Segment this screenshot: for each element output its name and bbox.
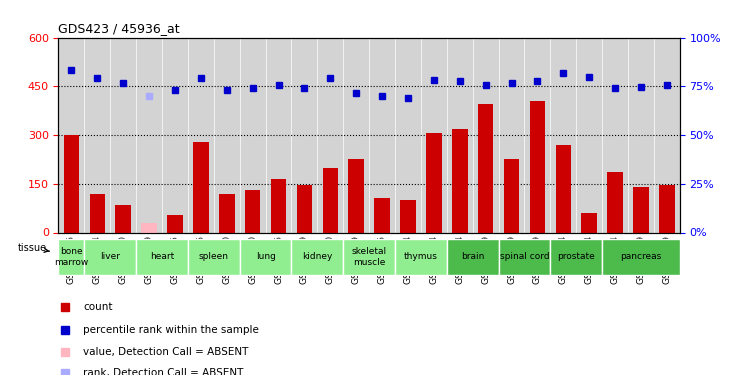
Text: spleen: spleen bbox=[199, 252, 229, 261]
Text: heart: heart bbox=[150, 252, 174, 261]
Text: liver: liver bbox=[100, 252, 121, 261]
Bar bbox=[89, 194, 105, 232]
Bar bbox=[607, 172, 623, 232]
FancyBboxPatch shape bbox=[188, 239, 240, 275]
Bar bbox=[349, 159, 364, 232]
Text: lung: lung bbox=[256, 252, 276, 261]
FancyBboxPatch shape bbox=[240, 239, 292, 275]
Text: pancreas: pancreas bbox=[621, 252, 662, 261]
Bar bbox=[374, 198, 390, 232]
FancyBboxPatch shape bbox=[136, 239, 188, 275]
Text: count: count bbox=[83, 302, 113, 312]
Bar bbox=[141, 223, 157, 232]
FancyBboxPatch shape bbox=[395, 239, 447, 275]
Text: spinal cord: spinal cord bbox=[500, 252, 549, 261]
Text: kidney: kidney bbox=[302, 252, 333, 261]
FancyBboxPatch shape bbox=[344, 239, 395, 275]
Bar bbox=[64, 135, 79, 232]
Bar bbox=[193, 141, 208, 232]
Bar bbox=[167, 214, 183, 232]
Bar bbox=[400, 200, 416, 232]
Text: bone
marrow: bone marrow bbox=[54, 247, 88, 267]
Text: tissue: tissue bbox=[18, 243, 50, 253]
Bar bbox=[478, 104, 493, 232]
Bar bbox=[530, 101, 545, 232]
Text: GDS423 / 45936_at: GDS423 / 45936_at bbox=[58, 22, 180, 35]
Text: percentile rank within the sample: percentile rank within the sample bbox=[83, 325, 260, 334]
Bar bbox=[297, 185, 312, 232]
Bar bbox=[633, 187, 648, 232]
Bar bbox=[245, 190, 260, 232]
FancyBboxPatch shape bbox=[447, 239, 499, 275]
Bar bbox=[581, 213, 597, 232]
Bar bbox=[556, 145, 571, 232]
FancyBboxPatch shape bbox=[602, 239, 680, 275]
FancyBboxPatch shape bbox=[550, 239, 602, 275]
Bar bbox=[659, 185, 675, 232]
FancyBboxPatch shape bbox=[292, 239, 344, 275]
Text: value, Detection Call = ABSENT: value, Detection Call = ABSENT bbox=[83, 347, 249, 357]
Bar bbox=[426, 134, 442, 232]
Text: skeletal
muscle: skeletal muscle bbox=[352, 247, 387, 267]
Text: prostate: prostate bbox=[558, 252, 595, 261]
Bar bbox=[452, 129, 468, 232]
Text: rank, Detection Call = ABSENT: rank, Detection Call = ABSENT bbox=[83, 368, 243, 375]
Bar bbox=[115, 205, 131, 232]
Bar bbox=[504, 159, 519, 232]
Bar bbox=[322, 168, 338, 232]
FancyBboxPatch shape bbox=[58, 239, 84, 275]
FancyBboxPatch shape bbox=[84, 239, 136, 275]
Bar bbox=[270, 179, 287, 232]
Text: thymus: thymus bbox=[404, 252, 438, 261]
Bar bbox=[219, 194, 235, 232]
Text: brain: brain bbox=[461, 252, 485, 261]
FancyBboxPatch shape bbox=[499, 239, 550, 275]
